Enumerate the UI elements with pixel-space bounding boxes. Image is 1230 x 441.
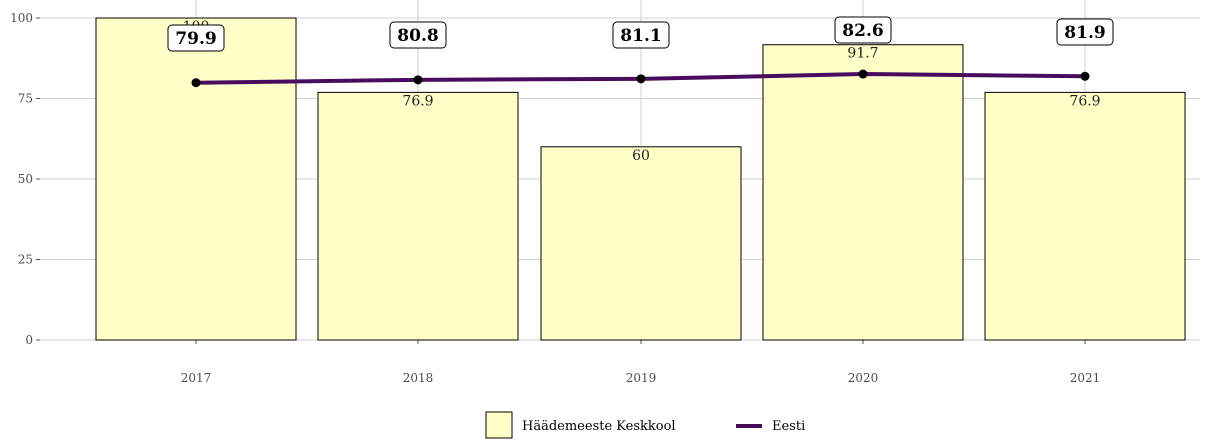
- x-tick-label: 2021: [1070, 371, 1101, 385]
- x-tick-label: 2018: [403, 371, 434, 385]
- legend-swatch-bar: [485, 411, 513, 439]
- y-tick-label: 0: [25, 333, 33, 347]
- line-value-label-box: [167, 24, 225, 52]
- x-tick-label: 2019: [626, 371, 657, 385]
- line-value-label: 82.6: [834, 16, 892, 44]
- y-tick-label: 75: [18, 92, 33, 106]
- line-labels: 79.9 80.8 81.1 82.6 81.9: [167, 16, 1114, 52]
- bar: [317, 91, 519, 341]
- line-value-label-text: 82.6: [842, 21, 883, 41]
- bar: [540, 146, 742, 341]
- line-value-label-text: 80.8: [397, 26, 438, 46]
- line-value-label-box: [1056, 18, 1114, 46]
- line-value-label-box: [389, 21, 447, 49]
- line-point: [858, 69, 868, 79]
- line-value-label-box: [612, 21, 670, 49]
- bar-value-label: 76.9: [1069, 93, 1100, 109]
- x-tick-label: 2020: [848, 371, 879, 385]
- line-point: [1080, 71, 1090, 81]
- y-axis: 0 25 50 75 100: [10, 11, 40, 347]
- line-value-label: 81.1: [612, 21, 670, 49]
- bar: [95, 17, 297, 341]
- line-value-label-box: [834, 16, 892, 44]
- line-value-label-text: 81.1: [620, 26, 661, 46]
- bar: [762, 44, 964, 341]
- line-value-label: 79.9: [167, 24, 225, 52]
- line-value-label: 81.9: [1056, 18, 1114, 46]
- x-axis: 2017 2018 2019 2020 2021: [181, 340, 1101, 385]
- bar-value-label: 76.9: [402, 93, 433, 109]
- bars: [95, 17, 1186, 341]
- x-tick-label: 2017: [181, 371, 212, 385]
- line-point: [191, 78, 201, 88]
- y-tick-label: 50: [18, 172, 33, 186]
- line-value-label: 80.8: [389, 21, 447, 49]
- legend-label-bar: Häädemeeste Keskkool: [522, 419, 676, 434]
- legend-label-line: Eesti: [772, 419, 805, 434]
- line-value-label-text: 81.9: [1064, 23, 1105, 43]
- line-point: [413, 75, 423, 85]
- bar-value-label: 60: [632, 148, 650, 164]
- line-value-label-text: 79.9: [175, 29, 216, 49]
- legend: Häädemeeste Keskkool Eesti: [485, 411, 805, 439]
- line-point: [636, 74, 646, 84]
- bar-value-label: 91.7: [847, 46, 878, 62]
- y-tick-label: 25: [18, 253, 33, 267]
- y-tick-label: 100: [10, 11, 33, 25]
- bar: [984, 91, 1186, 341]
- line-series: [191, 69, 1090, 88]
